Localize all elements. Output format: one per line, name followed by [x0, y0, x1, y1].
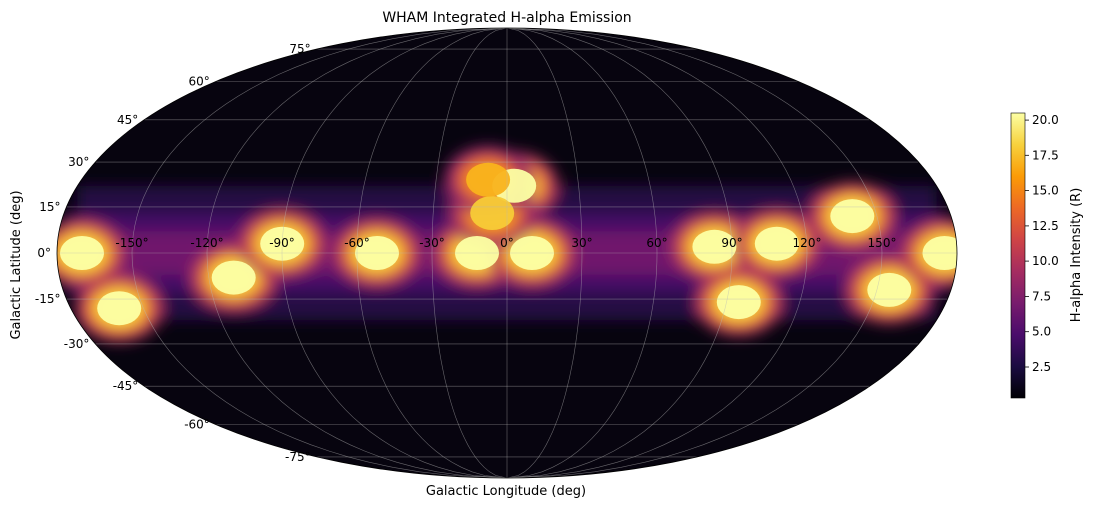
sky-map [56, 27, 958, 479]
colorbar-tick-label: 5.0 [1032, 325, 1051, 339]
x-tick-label: 90° [721, 236, 742, 250]
y-tick-label: -15° [35, 292, 61, 306]
x-tick-labels: -150° -120° -90° -60° -30° 0° 30° 60° 90° 120° 150… [115, 236, 896, 250]
y-tick-label: 45° [117, 113, 138, 127]
emission-region [97, 291, 142, 326]
grid-meridian [206, 28, 508, 478]
sky-outline [56, 27, 958, 479]
graticule [57, 28, 957, 478]
colorbar-tick-label: 20.0 [1032, 113, 1059, 127]
colorbar-tick-label: 7.5 [1032, 289, 1051, 303]
y-tick-labels: 75° 60° 45° 30° 15° 0° -15° -30° -45° -60° -75° [35, 42, 311, 464]
x-tick-label: 30° [571, 236, 592, 250]
y-tick-label: 0° [37, 246, 51, 260]
y-axis-label: Galactic Latitude (deg) [9, 190, 24, 339]
colorbar-tick-label: 10.0 [1032, 254, 1059, 268]
grid-meridian [131, 28, 508, 478]
emission-region [830, 199, 875, 234]
x-tick-label: -90° [269, 236, 295, 250]
grid-meridian [506, 28, 583, 478]
x-tick-label: 60° [646, 236, 667, 250]
colorbar-tick-label: 15.0 [1032, 184, 1059, 198]
colorbar-bar [1010, 112, 1026, 399]
emission-region [867, 272, 912, 307]
x-tick-label: 0° [500, 236, 514, 250]
grid-meridian [281, 28, 508, 478]
emission-region [716, 285, 761, 320]
emission-region [470, 196, 515, 230]
colorbar: 2.5 5.0 7.5 10.0 12.5 15.0 17.5 20.0 H-alpha In… [1010, 112, 1084, 399]
colorbar-ticks: 2.5 5.0 7.5 10.0 12.5 15.0 17.5 20.0 [1025, 113, 1059, 374]
emission-region [754, 226, 799, 261]
y-tick-label: 60° [189, 75, 210, 89]
grid-meridian [506, 28, 658, 478]
chart-title: WHAM Integrated H-alpha Emission [382, 10, 631, 26]
x-tick-label: 120° [793, 236, 822, 250]
y-tick-label: -45° [113, 379, 139, 393]
x-tick-label: -120° [190, 236, 223, 250]
grid-meridian [431, 28, 508, 478]
x-tick-label: 150° [868, 236, 897, 250]
y-tick-label: 30° [68, 155, 89, 169]
y-tick-label: 75° [289, 42, 310, 56]
y-tick-label: -75° [285, 450, 311, 464]
y-tick-label: 15° [39, 200, 60, 214]
emission-region [692, 229, 737, 264]
grid-meridian [506, 28, 733, 478]
colorbar-tick-label: 17.5 [1032, 148, 1059, 162]
colorbar-label: H-alpha Intensity (R) [1069, 188, 1084, 323]
colorbar-tick-label: 2.5 [1032, 360, 1051, 374]
emission-region [466, 162, 511, 197]
y-tick-label: -60° [184, 418, 210, 432]
colorbar-tick-label: 12.5 [1032, 219, 1059, 233]
x-tick-label: -60° [344, 236, 370, 250]
grid-meridian [506, 28, 883, 478]
x-tick-label: -150° [115, 236, 148, 250]
grid-meridian [356, 28, 508, 478]
grid-meridian [506, 28, 808, 478]
x-axis-label: Galactic Longitude (deg) [426, 484, 586, 499]
emission-core [60, 162, 957, 326]
x-tick-label: -30° [419, 236, 445, 250]
y-tick-label: -30° [64, 337, 90, 351]
emission-region [211, 260, 256, 295]
